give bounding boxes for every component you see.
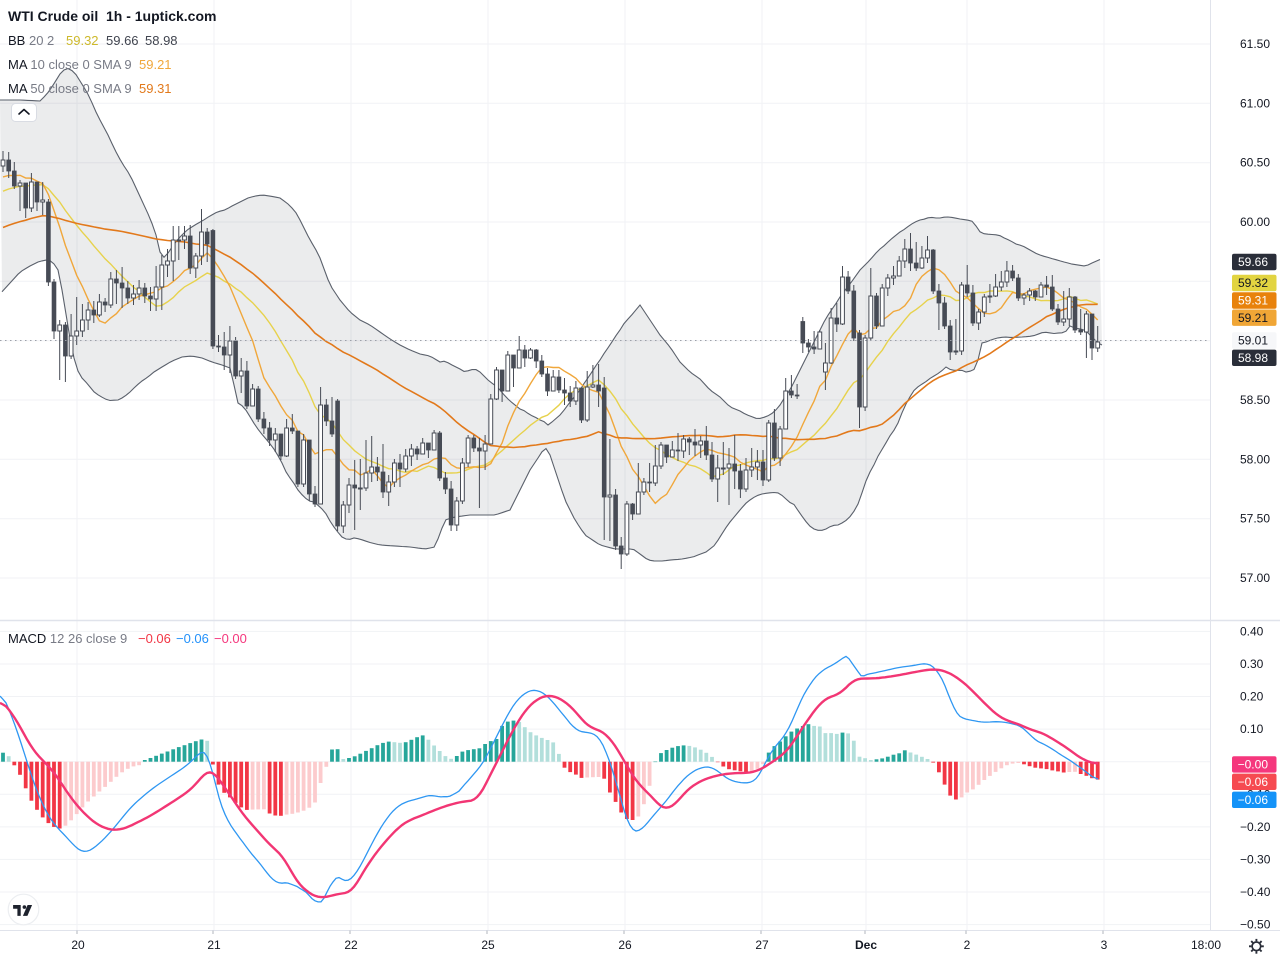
svg-text:59.31: 59.31 [139, 81, 172, 96]
svg-text:58.98: 58.98 [145, 33, 178, 48]
svg-text:59.66: 59.66 [106, 33, 139, 48]
svg-text:60.50: 60.50 [1240, 156, 1270, 170]
svg-text:2: 2 [964, 938, 971, 952]
svg-text:MA 50 close 0 SMA 9: MA 50 close 0 SMA 9 [8, 81, 132, 96]
svg-text:Dec: Dec [855, 938, 877, 952]
svg-text:59.21: 59.21 [139, 57, 172, 72]
svg-text:60.00: 60.00 [1240, 215, 1270, 229]
svg-text:59.31: 59.31 [1238, 294, 1268, 308]
svg-text:MACD 12 26 close 9: MACD 12 26 close 9 [8, 631, 127, 646]
svg-text:−0.40: −0.40 [1240, 885, 1271, 899]
svg-text:−0.00: −0.00 [214, 631, 247, 646]
svg-text:−0.06: −0.06 [1238, 793, 1269, 807]
svg-text:58.50: 58.50 [1240, 393, 1270, 407]
svg-text:−0.30: −0.30 [1240, 852, 1271, 866]
svg-text:59.32: 59.32 [66, 33, 99, 48]
svg-text:21: 21 [207, 938, 221, 952]
svg-text:59.01: 59.01 [1238, 334, 1268, 348]
svg-text:59.32: 59.32 [1238, 276, 1268, 290]
svg-text:26: 26 [618, 938, 632, 952]
svg-text:−0.06: −0.06 [1238, 775, 1269, 789]
svg-text:20: 20 [71, 938, 85, 952]
svg-text:57.50: 57.50 [1240, 512, 1270, 526]
svg-text:WTI Crude oil 1h - 1uptick.co: WTI Crude oil 1h - 1uptick.com [8, 8, 216, 24]
svg-text:0.20: 0.20 [1240, 690, 1264, 704]
svg-text:57.00: 57.00 [1240, 571, 1270, 585]
svg-text:0.10: 0.10 [1240, 722, 1264, 736]
svg-text:−0.20: −0.20 [1240, 820, 1271, 834]
svg-text:22: 22 [344, 938, 358, 952]
svg-text:−0.50: −0.50 [1240, 918, 1271, 932]
svg-text:0.30: 0.30 [1240, 657, 1264, 671]
svg-text:27: 27 [755, 938, 769, 952]
svg-text:−0.00: −0.00 [1238, 758, 1269, 772]
svg-text:0.40: 0.40 [1240, 624, 1264, 638]
svg-text:MA 10 close 0 SMA 9: MA 10 close 0 SMA 9 [8, 57, 132, 72]
svg-text:18:00: 18:00 [1191, 938, 1221, 952]
svg-text:58.00: 58.00 [1240, 452, 1270, 466]
svg-text:25: 25 [481, 938, 495, 952]
svg-text:3: 3 [1101, 938, 1108, 952]
svg-text:59.66: 59.66 [1238, 255, 1268, 269]
svg-text:58.98: 58.98 [1238, 351, 1268, 365]
svg-text:−0.06: −0.06 [176, 631, 209, 646]
svg-text:61.50: 61.50 [1240, 37, 1270, 51]
svg-text:59.21: 59.21 [1238, 311, 1268, 325]
svg-text:BB 20 2: BB 20 2 [8, 33, 54, 48]
svg-text:61.00: 61.00 [1240, 96, 1270, 110]
svg-text:−0.06: −0.06 [138, 631, 171, 646]
